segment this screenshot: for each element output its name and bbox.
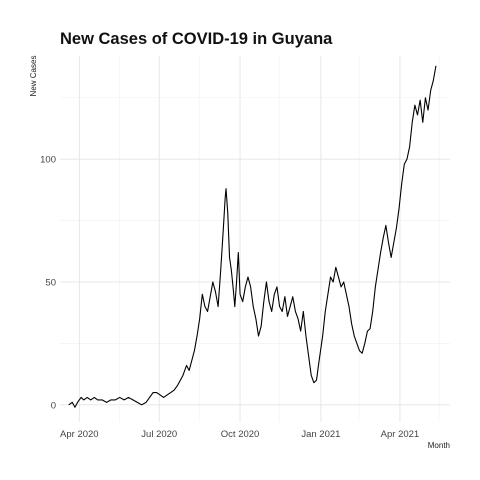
y-axis-ticks: 0 50 100	[40, 155, 56, 412]
x-tick-label: Jul 2020	[141, 429, 177, 440]
y-tick-label: 50	[45, 277, 56, 288]
series-line	[68, 65, 437, 408]
chart-title: New Cases of COVID-19 in Guyana	[60, 30, 333, 48]
y-tick-label: 100	[40, 155, 56, 166]
x-tick-label: Apr 2020	[60, 429, 99, 440]
y-axis-label: New Cases	[29, 56, 38, 97]
y-tick-label: 0	[51, 400, 56, 411]
x-tick-label: Jan 2021	[301, 429, 340, 440]
x-tick-label: Apr 2021	[381, 429, 420, 440]
x-tick-label: Oct 2020	[221, 429, 260, 440]
series-layer	[68, 65, 437, 408]
grid-lines	[60, 56, 450, 422]
x-axis-ticks: Apr 2020 Jul 2020 Oct 2020 Jan 2021 Apr 2021	[60, 429, 419, 440]
x-axis-label: Month	[428, 441, 450, 450]
